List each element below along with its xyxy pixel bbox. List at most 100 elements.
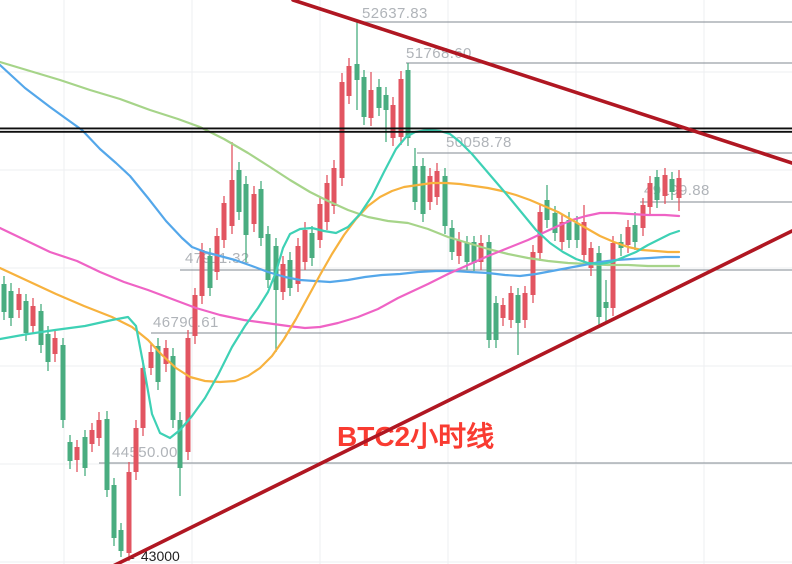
candle-up	[500, 298, 506, 326]
candle-body	[376, 87, 382, 108]
candle-down	[654, 170, 660, 208]
candle-body	[354, 64, 360, 80]
candle-up	[229, 142, 235, 234]
candle-body	[258, 189, 264, 238]
candle-up	[647, 176, 653, 215]
candle-down	[486, 235, 492, 348]
trend-lines-layer	[112, 0, 792, 564]
candle-body	[324, 183, 330, 222]
candle-body	[317, 204, 323, 240]
candle-body	[493, 303, 499, 340]
candle-body	[67, 442, 73, 461]
candle-body	[486, 242, 492, 340]
resistance-line-layer	[0, 127, 792, 133]
candle-body	[625, 227, 631, 245]
candle-body	[339, 82, 345, 178]
candle-down	[354, 22, 360, 110]
candle-body	[427, 176, 433, 202]
candle-down	[104, 411, 110, 497]
candle-up	[610, 236, 616, 316]
candle-body	[229, 180, 235, 226]
candle-up	[280, 256, 286, 300]
candle-down	[493, 296, 499, 348]
candle-wick	[605, 280, 607, 322]
price-label-52637: 52637.83	[362, 5, 428, 22]
low-note-43000: ← 43000	[123, 548, 180, 564]
candle-up	[133, 420, 139, 480]
price-label-46790: 46790.61	[153, 314, 219, 331]
candle-up	[221, 196, 227, 248]
candle-down	[287, 252, 293, 296]
level-lines-layer	[99, 21, 792, 464]
candle-body	[199, 250, 205, 296]
candle-body	[280, 264, 286, 292]
candle-wick	[385, 87, 387, 142]
candle-body	[221, 203, 227, 240]
candle-body	[640, 205, 646, 228]
candle-up	[346, 58, 352, 104]
candle-down	[515, 288, 521, 355]
candle-up	[214, 228, 220, 280]
candle-body	[60, 345, 66, 420]
candle-down	[236, 162, 242, 220]
ma-long-blue	[0, 63, 681, 284]
candle-up	[625, 220, 631, 253]
candle-down	[603, 280, 609, 322]
candle-down	[1, 276, 7, 320]
candle-down	[442, 168, 448, 234]
candle-up	[126, 462, 132, 561]
candle-body	[155, 346, 161, 382]
candle-up	[662, 168, 668, 204]
candle-body	[1, 284, 7, 312]
candle-up	[390, 97, 396, 146]
candle-body	[442, 176, 448, 226]
ma-long-pale-green	[0, 60, 681, 268]
candle-up	[368, 72, 374, 126]
candle-up	[508, 286, 514, 328]
candle-down	[449, 220, 455, 260]
candle-body	[38, 311, 44, 345]
candle-down	[82, 430, 88, 476]
candle-up	[640, 198, 646, 236]
candle-body	[566, 220, 572, 240]
candle-body	[52, 338, 58, 354]
candle-down	[258, 181, 264, 246]
ma-mid-orange	[0, 181, 681, 384]
candle-up	[140, 360, 146, 436]
moving-averages-layer	[0, 60, 681, 440]
candle-up	[581, 205, 587, 263]
candle-body	[574, 223, 580, 240]
candle-body	[632, 225, 638, 242]
candle-down	[420, 158, 426, 222]
candle-body	[251, 194, 257, 224]
candle-body	[346, 66, 352, 96]
candle-up	[456, 232, 462, 264]
candle-body	[16, 294, 22, 310]
candle-down	[273, 238, 279, 352]
candle-up	[185, 330, 191, 460]
candle-body	[603, 302, 609, 308]
candle-down	[118, 523, 124, 557]
candle-body	[508, 293, 514, 320]
candle-body	[654, 177, 660, 200]
candle-up	[339, 73, 345, 186]
candle-body	[464, 243, 470, 262]
candle-down	[552, 206, 558, 241]
candle-up	[74, 440, 80, 472]
candle-body	[295, 246, 301, 284]
candle-down	[170, 348, 176, 428]
candle-up	[148, 344, 154, 375]
candle-body	[398, 79, 404, 137]
candle-down	[412, 148, 418, 210]
candle-down	[383, 87, 389, 142]
candle-body	[500, 305, 506, 318]
candle-down	[111, 478, 117, 546]
candle-body	[588, 248, 594, 268]
ma-fast-turquoise	[0, 128, 681, 440]
candle-up	[192, 288, 198, 344]
candle-body	[207, 256, 213, 288]
candle-down	[60, 338, 66, 428]
candle-body	[133, 428, 139, 472]
candle-up	[89, 423, 95, 452]
